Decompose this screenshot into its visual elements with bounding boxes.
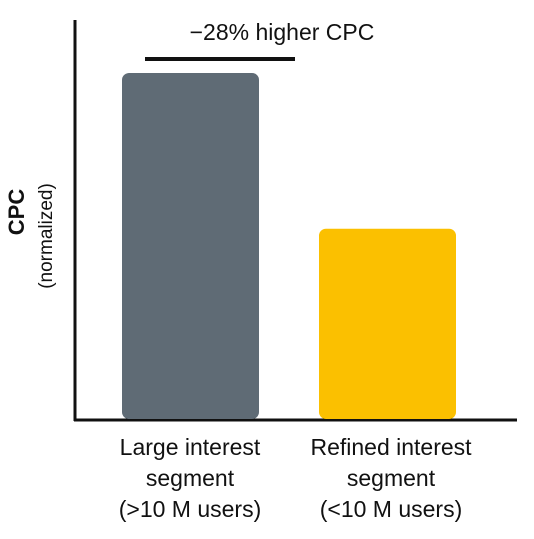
category-label-line: (<10 M users) bbox=[319, 496, 463, 522]
category-label-line: segment bbox=[346, 465, 436, 491]
bar-refined-interest bbox=[319, 228, 456, 419]
bar-large-interest bbox=[122, 73, 259, 419]
annotation-text: −28% higher CPC bbox=[190, 19, 375, 45]
category-label-line: (>10 M users) bbox=[118, 496, 262, 522]
category-label-line: segment bbox=[145, 465, 235, 491]
category-label-large: Large interest segment (>10 M users) bbox=[80, 432, 300, 525]
category-label-line: Large interest bbox=[119, 434, 261, 460]
category-label-refined: Refined interest segment (<10 M users) bbox=[281, 432, 501, 525]
category-label-line: Refined interest bbox=[310, 434, 472, 460]
y-axis-sublabel: (normalized) bbox=[36, 183, 57, 289]
y-axis-label: CPC bbox=[4, 189, 29, 236]
